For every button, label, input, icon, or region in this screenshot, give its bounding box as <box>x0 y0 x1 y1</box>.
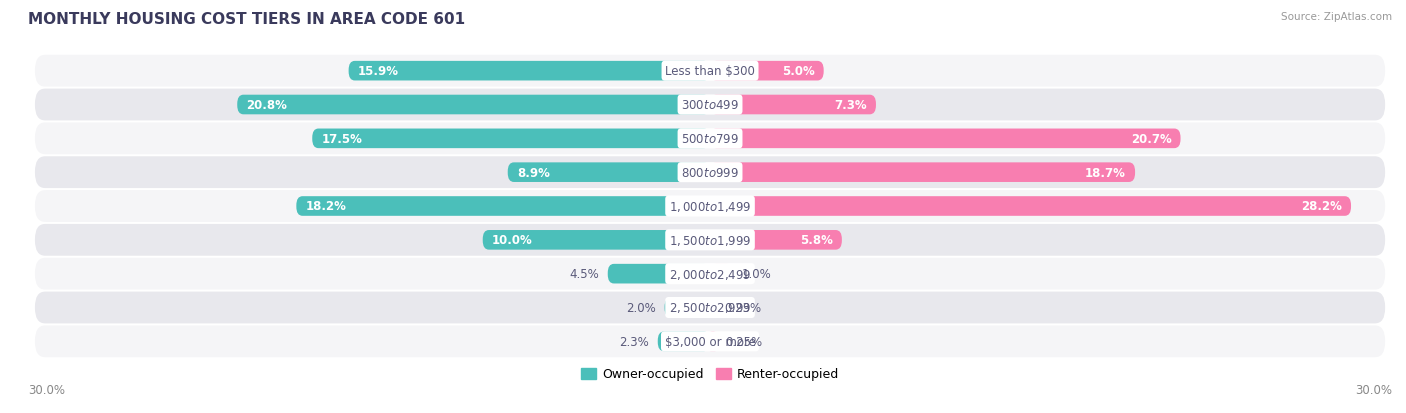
Text: 1.0%: 1.0% <box>742 268 772 280</box>
Text: 0.25%: 0.25% <box>725 335 762 348</box>
Text: 2.3%: 2.3% <box>619 335 648 348</box>
Text: $800 to $999: $800 to $999 <box>681 166 740 179</box>
FancyBboxPatch shape <box>35 325 1385 357</box>
Text: Less than $300: Less than $300 <box>665 65 755 78</box>
FancyBboxPatch shape <box>35 56 1385 88</box>
Text: $2,000 to $2,499: $2,000 to $2,499 <box>669 267 751 281</box>
Text: 20.8%: 20.8% <box>246 99 287 112</box>
Text: 18.7%: 18.7% <box>1085 166 1126 179</box>
Text: Source: ZipAtlas.com: Source: ZipAtlas.com <box>1281 12 1392 22</box>
FancyBboxPatch shape <box>482 230 710 250</box>
FancyBboxPatch shape <box>35 123 1385 155</box>
Text: 5.8%: 5.8% <box>800 234 832 247</box>
FancyBboxPatch shape <box>665 298 710 318</box>
FancyBboxPatch shape <box>35 89 1385 121</box>
Text: $300 to $499: $300 to $499 <box>681 99 740 112</box>
FancyBboxPatch shape <box>238 95 710 115</box>
Text: 8.9%: 8.9% <box>517 166 550 179</box>
FancyBboxPatch shape <box>312 129 710 149</box>
Text: 10.0%: 10.0% <box>492 234 533 247</box>
FancyBboxPatch shape <box>710 95 876 115</box>
FancyBboxPatch shape <box>607 264 710 284</box>
Text: $500 to $799: $500 to $799 <box>681 133 740 145</box>
FancyBboxPatch shape <box>710 129 1181 149</box>
Text: 20.7%: 20.7% <box>1130 133 1171 145</box>
Text: 15.9%: 15.9% <box>357 65 399 78</box>
Text: 7.3%: 7.3% <box>834 99 868 112</box>
Text: 2.0%: 2.0% <box>626 301 655 314</box>
Text: 0.23%: 0.23% <box>724 301 762 314</box>
FancyBboxPatch shape <box>35 157 1385 189</box>
Text: 30.0%: 30.0% <box>1355 384 1392 396</box>
Text: $3,000 or more: $3,000 or more <box>665 335 755 348</box>
Legend: Owner-occupied, Renter-occupied: Owner-occupied, Renter-occupied <box>575 363 845 385</box>
FancyBboxPatch shape <box>710 197 1351 216</box>
FancyBboxPatch shape <box>35 224 1385 256</box>
Text: $1,000 to $1,499: $1,000 to $1,499 <box>669 199 751 214</box>
FancyBboxPatch shape <box>297 197 710 216</box>
FancyBboxPatch shape <box>709 298 716 318</box>
FancyBboxPatch shape <box>710 163 1135 183</box>
FancyBboxPatch shape <box>35 292 1385 324</box>
Text: 4.5%: 4.5% <box>569 268 599 280</box>
Text: 17.5%: 17.5% <box>322 133 363 145</box>
FancyBboxPatch shape <box>35 258 1385 290</box>
Text: 28.2%: 28.2% <box>1301 200 1341 213</box>
FancyBboxPatch shape <box>35 191 1385 222</box>
Text: MONTHLY HOUSING COST TIERS IN AREA CODE 601: MONTHLY HOUSING COST TIERS IN AREA CODE … <box>28 12 465 27</box>
FancyBboxPatch shape <box>508 163 710 183</box>
FancyBboxPatch shape <box>658 332 710 351</box>
Text: 30.0%: 30.0% <box>28 384 65 396</box>
Text: $1,500 to $1,999: $1,500 to $1,999 <box>669 233 751 247</box>
FancyBboxPatch shape <box>710 264 733 284</box>
Text: 5.0%: 5.0% <box>782 65 814 78</box>
FancyBboxPatch shape <box>349 62 710 81</box>
FancyBboxPatch shape <box>710 332 716 351</box>
FancyBboxPatch shape <box>710 62 824 81</box>
Text: 18.2%: 18.2% <box>305 200 346 213</box>
Text: $2,500 to $2,999: $2,500 to $2,999 <box>669 301 751 315</box>
FancyBboxPatch shape <box>710 230 842 250</box>
